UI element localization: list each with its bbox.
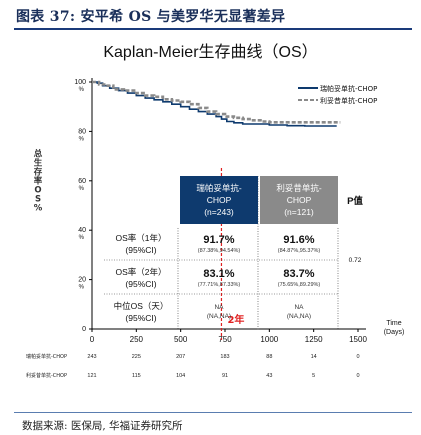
risk-value: 43: [266, 373, 272, 379]
p-value-label: P值: [347, 196, 363, 207]
y-tick-label: 20: [78, 277, 86, 284]
risk-row-label: 瑞帕妥单抗-CHOP: [26, 353, 67, 360]
x-tick-label: 1000: [260, 335, 278, 344]
row3-b-main: NA: [294, 304, 304, 311]
figure-title: 图表 37: 安平希 OS 与美罗华无显著差异: [16, 9, 286, 25]
row1-a-main: 91.7%: [203, 233, 235, 246]
y-tick-unit: %: [79, 186, 85, 192]
row2-label-line1: OS率（2年）: [115, 267, 167, 277]
row3-a-main: NA: [214, 304, 224, 311]
risk-value: 0: [356, 373, 359, 379]
risk-value: 207: [176, 354, 185, 360]
legend-label: 利妥昔单抗-CHOP: [320, 96, 377, 105]
risk-value: 5: [312, 373, 315, 379]
row3-value-b: NA (NA,NA): [260, 296, 338, 328]
series-line-rituximab: [92, 80, 341, 124]
chart-title: Kaplan-Meier生存曲线（OS）: [103, 44, 318, 61]
row3-a-ci: (NA,NA): [206, 313, 232, 320]
row3-b-ci: (NA,NA): [286, 313, 312, 320]
row2-label-line2: (95%CI): [125, 279, 157, 289]
row1-b-ci: (84.87%,95.37%): [277, 247, 321, 254]
row2-a-ci: (77.71%,87.33%): [197, 281, 241, 288]
x-tick-label: 1250: [305, 335, 323, 344]
table-header-rituximab-new: 瑞帕妥单抗- CHOP (n=243): [180, 176, 258, 224]
x-axis-label: Time: [386, 320, 401, 327]
risk-value: 225: [132, 354, 141, 360]
y-tick-label: 60: [78, 178, 86, 185]
row2-a-main: 83.1%: [203, 267, 235, 280]
source-rule: [14, 412, 412, 413]
x-axis-label-unit: (Days): [384, 329, 405, 336]
y-axis-label: 总生存率 O S%: [33, 149, 43, 214]
table-header-rituximab: 利妥昔单抗- CHOP (n=121): [260, 176, 338, 224]
row1-label-line2: (95%CI): [125, 245, 157, 255]
header-b-line2: CHOP: [286, 195, 312, 205]
risk-value: 183: [220, 354, 229, 360]
y-tick-unit: %: [79, 87, 85, 93]
header-a-line1: 瑞帕妥单抗-: [196, 183, 242, 193]
row1-label: OS率（1年） (95%CI): [104, 228, 178, 260]
x-tick-label: 1500: [349, 335, 367, 344]
x-tick-label: 500: [174, 335, 188, 344]
risk-row-label: 利妥昔单抗-CHOP: [26, 372, 67, 379]
header-b-line3: (n=121): [284, 207, 314, 217]
header-a-line3: (n=243): [204, 207, 234, 217]
y-tick-unit: %: [79, 235, 85, 241]
row3-label-line2: (95%CI): [125, 313, 157, 323]
table-header-pvalue: P值: [338, 190, 372, 210]
row3-label: 中位OS（天） (95%CI): [104, 296, 178, 328]
risk-value: 243: [87, 354, 96, 360]
y-tick-label: 100: [74, 79, 86, 86]
risk-value: 0: [356, 354, 359, 360]
row1-value-b: 91.6% (84.87%,95.37%): [260, 228, 338, 260]
risk-value: 14: [311, 354, 317, 360]
risk-value: 104: [176, 373, 185, 379]
legend-label: 瑞帕妥单抗-CHOP: [320, 84, 377, 93]
row1-label-line1: OS率（1年）: [115, 233, 167, 243]
x-tick-label: 750: [218, 335, 232, 344]
row3-label-line1: 中位OS（天）: [113, 301, 169, 311]
row2-value-a: 83.1% (77.71%,87.33%): [180, 262, 258, 294]
risk-value: 88: [266, 354, 272, 360]
x-tick-label: 0: [90, 335, 95, 344]
p-value: 0.72: [338, 246, 372, 274]
risk-value: 91: [222, 373, 228, 379]
header-a-line2: CHOP: [206, 195, 232, 205]
row1-value-a: 91.7% (87.38%,94.54%): [180, 228, 258, 260]
row2-b-ci: (75.65%,89.29%): [277, 281, 321, 288]
y-tick-label: 0: [82, 326, 86, 333]
header-b-line1: 利妥昔单抗-: [276, 183, 322, 193]
row2-b-main: 83.7%: [283, 267, 315, 280]
row1-b-main: 91.6%: [283, 233, 315, 246]
risk-value: 115: [132, 373, 141, 379]
source-note: 数据来源: 医保局, 华福证券研究所: [22, 420, 183, 432]
y-tick-unit: %: [79, 136, 85, 142]
title-rule: [14, 28, 412, 30]
p-value-number: 0.72: [348, 256, 362, 264]
row2-label: OS率（2年） (95%CI): [104, 262, 178, 294]
y-tick-unit: %: [79, 285, 85, 291]
y-tick-label: 80: [78, 128, 86, 135]
x-tick-label: 250: [130, 335, 144, 344]
row3-value-a: NA (NA,NA): [180, 296, 258, 328]
risk-value: 121: [87, 373, 96, 379]
y-tick-label: 40: [78, 227, 86, 234]
row1-a-ci: (87.38%,94.54%): [197, 247, 241, 254]
row2-value-b: 83.7% (75.65%,89.29%): [260, 262, 338, 294]
two-year-label: 2年: [227, 313, 244, 326]
